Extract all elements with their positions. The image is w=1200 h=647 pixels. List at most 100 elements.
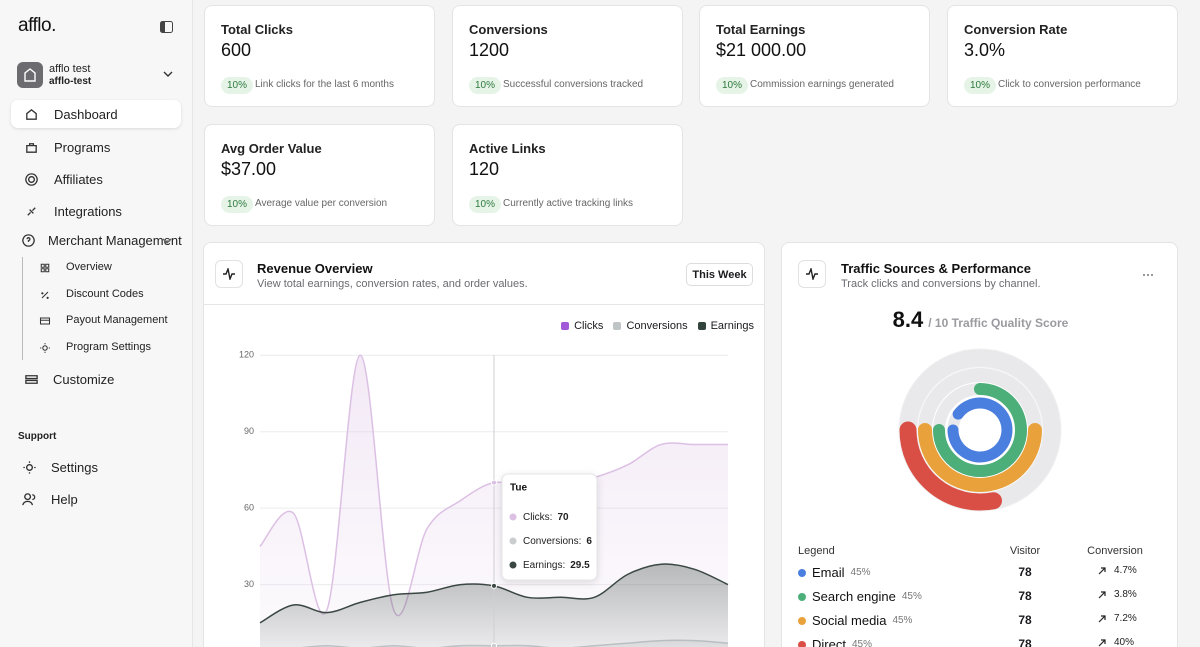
tooltip-row: Conversions: 6 <box>523 536 592 547</box>
conversion-value: 40% <box>1114 637 1135 647</box>
subnav-item[interactable]: Payout Management <box>39 313 199 329</box>
stat-badge: 10% <box>964 77 997 94</box>
revenue-icon <box>215 260 243 288</box>
stat-note: Click to conversion performance <box>998 79 1141 90</box>
stat-note: Link clicks for the last 6 months <box>255 79 394 90</box>
source-swatch <box>798 592 806 601</box>
tooltip <box>501 473 598 581</box>
stat-badge: 10% <box>716 77 749 94</box>
hover-point <box>491 642 497 647</box>
support-heading: Support <box>18 431 57 442</box>
nav-icon <box>40 263 50 273</box>
nav-icon <box>25 172 38 186</box>
score-value: 8.4 <box>892 307 924 332</box>
brand: afflo. <box>18 15 56 36</box>
icon-shape <box>26 142 37 153</box>
source-conversion: 40% <box>1098 637 1134 647</box>
legend: Clicks Conversions Earnings <box>561 320 754 332</box>
divider <box>204 304 764 305</box>
traffic-card: Traffic Sources & Performance Track clic… <box>781 242 1178 647</box>
source-name: Search engine <box>812 589 896 604</box>
nav-active-bg <box>11 100 181 128</box>
account-switcher[interactable]: afflo test afflo-test <box>11 58 181 92</box>
stat-card: Avg Order Value $37.00 10% Average value pe… <box>204 124 435 226</box>
nav-item[interactable]: Customize <box>24 371 184 387</box>
nav-label: Settings <box>51 460 98 475</box>
source-share: 45% <box>901 591 922 602</box>
icon-shape <box>27 206 36 216</box>
y-tick-label: 90 <box>244 426 254 436</box>
nav-item[interactable]: Help <box>22 491 182 507</box>
hover-point <box>491 582 497 589</box>
score: 8.4 / 10 Traffic Quality Score <box>782 307 1179 333</box>
nav-icon <box>22 492 36 505</box>
source-visitors: 78 <box>1018 637 1032 647</box>
nav-item[interactable]: Merchant Management <box>21 232 182 248</box>
icon-shape <box>23 460 36 474</box>
source-name: Email <box>812 565 845 580</box>
nav-icon <box>39 317 51 325</box>
trend-icon <box>1098 615 1106 623</box>
icon-shape <box>26 108 37 120</box>
nav-item[interactable]: Integrations <box>24 203 184 219</box>
nav-item[interactable]: Settings <box>22 459 182 475</box>
traffic-radial-chart <box>898 348 1062 512</box>
nav-item[interactable]: Affiliates <box>24 171 184 187</box>
tooltip-value: 29.5 <box>570 560 590 571</box>
tooltip-swatch <box>509 513 517 521</box>
tooltip-title: Tue <box>510 483 527 494</box>
nav-icon <box>22 233 35 247</box>
traffic-subtitle: Track clicks and conversions by channel. <box>841 278 1041 290</box>
nav-item[interactable]: Programs <box>24 139 184 155</box>
stat-value: 1200 <box>469 40 510 60</box>
range-button[interactable]: This Week <box>686 263 753 286</box>
account-avatar <box>17 62 43 88</box>
stat-badge: 10% <box>221 77 254 94</box>
stat-badge: 10% <box>221 196 254 213</box>
stat-title: Avg Order Value <box>221 141 322 156</box>
column-header: Visitor <box>1009 545 1041 557</box>
stat-card: Conversions 1200 10% Successful conversions… <box>452 5 683 107</box>
legend-label: Conversions <box>626 320 688 332</box>
icon-shape <box>22 233 35 247</box>
source-visitors: 78 <box>1018 589 1032 603</box>
nav-icon <box>26 108 37 120</box>
subnav-item[interactable]: Program Settings <box>39 340 199 356</box>
y-tick-label: 120 <box>239 350 254 360</box>
source-conversion: 4.7% <box>1098 565 1137 576</box>
nav-item[interactable]: Dashboard <box>24 106 184 122</box>
tooltip-value: 70 <box>557 512 569 523</box>
subnav-rule <box>22 257 23 360</box>
nav-label: Payout Management <box>66 314 168 326</box>
icon-shape <box>40 343 50 353</box>
nav-icon <box>26 142 37 153</box>
stat-card: Total Clicks 600 10% Link clicks for the la… <box>204 5 435 107</box>
subnav-item[interactable]: Overview <box>39 260 199 276</box>
chevron <box>163 71 173 77</box>
nav-icon <box>23 460 36 474</box>
collapse-button[interactable] <box>160 21 173 33</box>
series-line <box>259 354 728 617</box>
source-swatch <box>798 568 806 577</box>
source-visitors: 78 <box>1018 613 1032 627</box>
source-row: Direct 45% <box>798 637 872 647</box>
source-visitors: 78 <box>1018 565 1032 579</box>
source-name: Social media <box>812 613 887 628</box>
legend-item: Conversions <box>613 320 688 332</box>
sidebar: afflo. afflo test afflo-test Dashboard Pr… <box>0 0 193 647</box>
stat-note: Commission earnings generated <box>750 79 894 90</box>
legend-swatch <box>561 322 570 330</box>
stat-title: Conversion Rate <box>964 22 1068 37</box>
trend-arrow <box>1098 567 1106 575</box>
nav-label: Discount Codes <box>66 288 144 300</box>
source-row: Search engine 45% <box>798 589 922 604</box>
more-button[interactable] <box>1142 273 1154 277</box>
stat-value: 600 <box>221 40 252 60</box>
subnav-item[interactable]: Discount Codes <box>39 287 199 303</box>
traffic-title: Traffic Sources & Performance <box>841 261 1032 276</box>
stat-badge: 10% <box>469 196 502 213</box>
stat-title: Active Links <box>469 141 546 156</box>
stat-note: Currently active tracking links <box>503 198 634 209</box>
stat-value: 3.0% <box>964 40 1006 60</box>
